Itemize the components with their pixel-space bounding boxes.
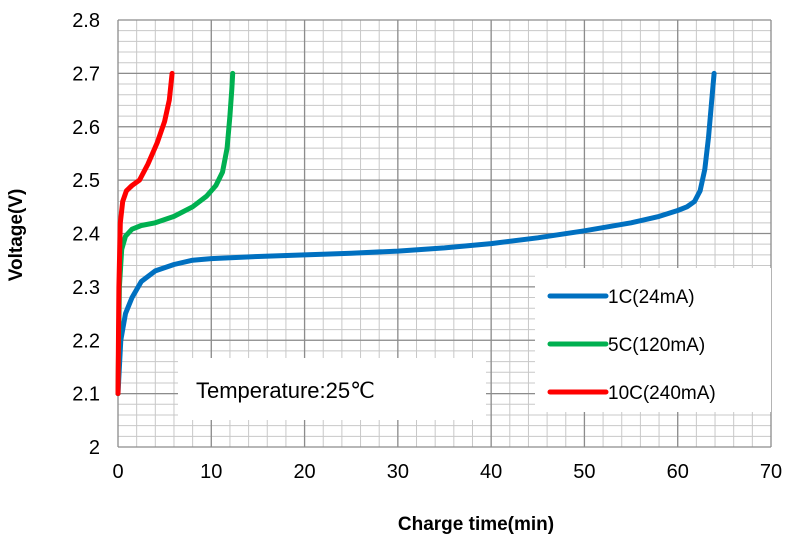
x-axis-title: Charge time(min) (398, 514, 554, 535)
series-line-2 (115, 70, 236, 397)
x-tick-labels: 0 10 20 30 40 50 60 70 (112, 461, 782, 483)
series-line-1 (115, 70, 717, 397)
y-tick-label: 2.5 (72, 170, 100, 192)
legend-label: 1C(24mA) (608, 287, 695, 308)
legend-label: 5C(120mA) (608, 335, 705, 356)
legend: 1C(24mA) 5C(120mA) 10C(240mA) (547, 287, 716, 404)
x-tick-label: 20 (293, 461, 315, 483)
y-tick-label: 2.4 (72, 224, 100, 246)
series-lines (115, 70, 717, 397)
legend-label: 10C(240mA) (608, 383, 716, 404)
legend-box (535, 268, 771, 412)
y-tick-label: 2.3 (72, 277, 100, 299)
y-tick-label: 2.8 (72, 10, 100, 32)
y-tick-labels: 2 2.1 2.2 2.3 2.4 2.5 2.6 2.7 2.8 (72, 10, 100, 459)
y-tick-label: 2 (89, 437, 100, 459)
annotation-box (178, 358, 486, 420)
x-tick-label: 0 (112, 461, 123, 483)
x-tick-label: 50 (573, 461, 595, 483)
y-tick-label: 2.6 (72, 117, 100, 139)
annotation-text: Temperature:25℃ (196, 378, 375, 403)
y-axis-title: Voltage(V) (6, 189, 27, 282)
x-tick-label: 40 (480, 461, 502, 483)
y-tick-label: 2.2 (72, 330, 100, 352)
x-tick-label: 30 (387, 461, 409, 483)
x-tick-label: 60 (667, 461, 689, 483)
x-tick-label: 10 (200, 461, 222, 483)
y-tick-label: 2.7 (72, 63, 100, 85)
x-tick-label: 70 (760, 461, 782, 483)
y-tick-label: 2.1 (72, 384, 100, 406)
series-line-3 (115, 70, 175, 397)
